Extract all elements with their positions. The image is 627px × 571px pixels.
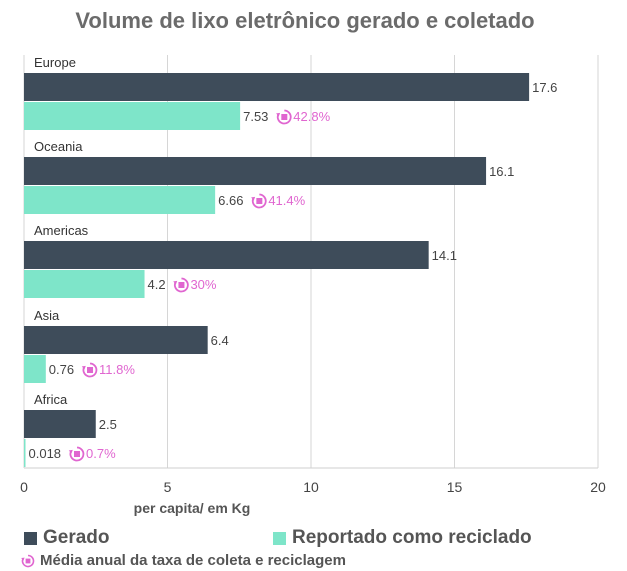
bar-reciclado — [24, 270, 145, 298]
legend-note: Média anual da taxa de coleta e reciclag… — [20, 552, 346, 569]
data-label: 0.76 — [49, 362, 74, 377]
rate-label: 30% — [190, 277, 216, 292]
bar-gerado — [24, 326, 208, 354]
legend-item-reciclado: Reportado como reciclado — [273, 527, 532, 549]
category-label: Americas — [34, 223, 89, 238]
data-label: 14.1 — [432, 248, 457, 263]
recycle-rate-icon — [21, 554, 35, 567]
x-tick-label: 5 — [164, 479, 172, 495]
x-tick-label: 10 — [303, 479, 319, 495]
recycle-rate-icon — [276, 109, 292, 125]
data-label: 17.6 — [532, 80, 557, 95]
bar-reciclado — [24, 355, 46, 383]
recycle-rate-icon — [68, 446, 85, 462]
category-label: Asia — [34, 308, 60, 323]
x-tick-label: 15 — [447, 479, 463, 495]
data-label: 2.5 — [99, 417, 117, 432]
data-label: 4.2 — [148, 277, 166, 292]
bar-gerado — [24, 157, 487, 185]
legend-swatch-gerado — [24, 531, 37, 545]
rate-label: 0.7% — [86, 446, 116, 461]
data-label: 6.66 — [218, 193, 243, 208]
bar-reciclado — [24, 439, 26, 467]
rate-label: 42.8% — [293, 109, 330, 124]
bar-gerado — [24, 73, 530, 101]
x-axis-title: per capita/ em Kg — [134, 500, 251, 516]
legend-item-gerado: Gerado — [24, 527, 110, 549]
rate-label: 41.4% — [268, 193, 305, 208]
data-label: 7.53 — [243, 109, 268, 124]
bar-gerado — [24, 241, 429, 269]
category-label: Europe — [34, 55, 76, 70]
category-label: Africa — [34, 392, 68, 407]
recycle-rate-icon — [81, 362, 98, 378]
bar-gerado — [24, 410, 96, 438]
data-label: 16.1 — [489, 164, 514, 179]
legend-label-gerado: Gerado — [43, 527, 110, 548]
bar-reciclado — [24, 102, 241, 130]
legend-note-text: Média anual da taxa de coleta e reciclag… — [40, 552, 346, 569]
x-tick-label: 0 — [20, 479, 28, 495]
recycle-rate-icon — [173, 277, 189, 293]
category-label: Oceania — [34, 139, 83, 154]
legend-swatch-reciclado — [273, 531, 286, 545]
x-tick-label: 20 — [590, 479, 606, 495]
chart-title: Volume de lixo eletrônico gerado e colet… — [75, 8, 535, 33]
legend-label-reciclado: Reportado como reciclado — [292, 527, 532, 548]
bar-reciclado — [24, 186, 216, 214]
recycle-rate-icon — [251, 193, 267, 209]
data-label: 0.018 — [29, 446, 62, 461]
rate-label: 11.8% — [99, 362, 135, 377]
data-label: 6.4 — [211, 333, 229, 348]
